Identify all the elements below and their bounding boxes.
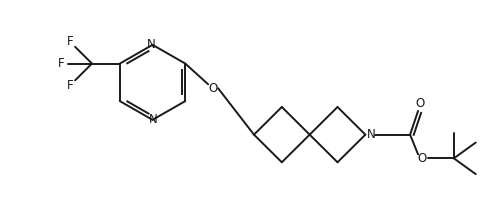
Text: F: F [67, 35, 73, 48]
Text: N: N [367, 128, 376, 141]
Text: N: N [147, 38, 156, 51]
Text: F: F [58, 57, 64, 70]
Text: F: F [67, 79, 73, 92]
Text: O: O [416, 97, 424, 110]
Text: O: O [208, 82, 218, 95]
Text: N: N [149, 113, 158, 126]
Text: O: O [418, 152, 426, 165]
